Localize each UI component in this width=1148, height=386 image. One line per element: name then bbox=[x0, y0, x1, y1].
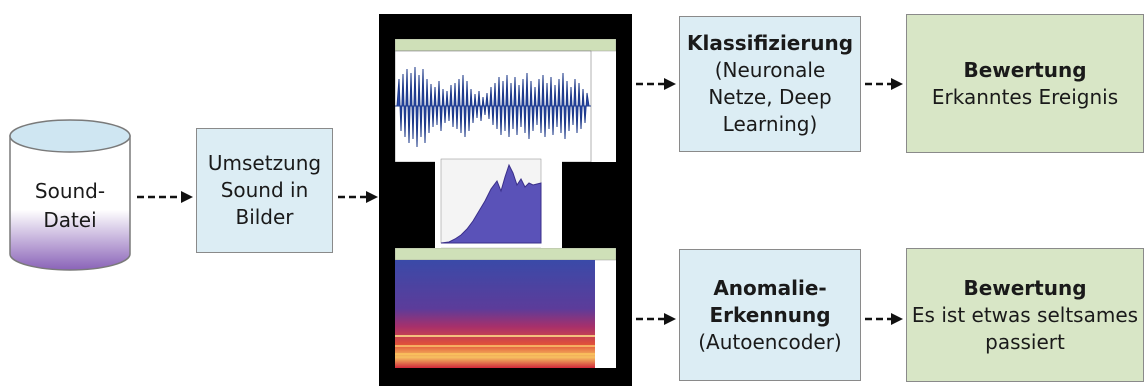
image-panel bbox=[379, 14, 632, 386]
arrow-conversion-to-images bbox=[338, 191, 378, 203]
sound-file-cylinder bbox=[9, 119, 131, 271]
spectrogram-image bbox=[395, 248, 616, 368]
classification-line-3: Learning) bbox=[722, 112, 818, 136]
spectrum-image bbox=[435, 151, 562, 261]
classification-line-2: Netze, Deep bbox=[708, 85, 832, 109]
arrow-to-evaluation-top bbox=[865, 78, 903, 90]
classification-title: Klassifizierung bbox=[686, 31, 854, 55]
classification-box: Klassifizierung (Neuronale Netze, Deep L… bbox=[679, 16, 861, 152]
anomaly-title-2: Erkennung bbox=[709, 302, 831, 327]
conversion-line-3: Bilder bbox=[235, 205, 294, 229]
arrow-to-classification bbox=[636, 78, 676, 90]
conversion-box: Umsetzung Sound in Bilder bbox=[196, 128, 333, 253]
conversion-line-2: Sound in bbox=[220, 178, 309, 202]
evaluation-bottom-line-2: passiert bbox=[985, 329, 1065, 354]
evaluation-bottom-title: Bewertung bbox=[963, 275, 1087, 300]
evaluation-top-box: Bewertung Erkanntes Ereignis bbox=[906, 14, 1144, 153]
arrow-sound-to-conversion bbox=[137, 191, 193, 203]
waveform-image bbox=[395, 39, 616, 162]
arrow-to-anomaly bbox=[636, 313, 676, 325]
anomaly-title-1: Anomalie- bbox=[713, 275, 827, 300]
conversion-line-1: Umsetzung bbox=[207, 151, 322, 175]
anomaly-line-1: (Autoencoder) bbox=[698, 329, 842, 354]
anomaly-box: Anomalie- Erkennung (Autoencoder) bbox=[679, 249, 861, 381]
sound-file-label-1: Sound- bbox=[34, 179, 106, 203]
evaluation-bottom-box: Bewertung Es ist etwas seltsames passier… bbox=[906, 248, 1144, 382]
classification-line-1: (Neuronale bbox=[714, 58, 826, 82]
arrow-to-evaluation-bottom bbox=[865, 313, 903, 325]
evaluation-bottom-line-1: Es ist etwas seltsames bbox=[911, 302, 1139, 327]
sound-file-label-2: Datei bbox=[43, 208, 97, 232]
evaluation-top-text: Erkanntes Ereignis bbox=[931, 84, 1119, 109]
evaluation-top-title: Bewertung bbox=[963, 57, 1087, 82]
